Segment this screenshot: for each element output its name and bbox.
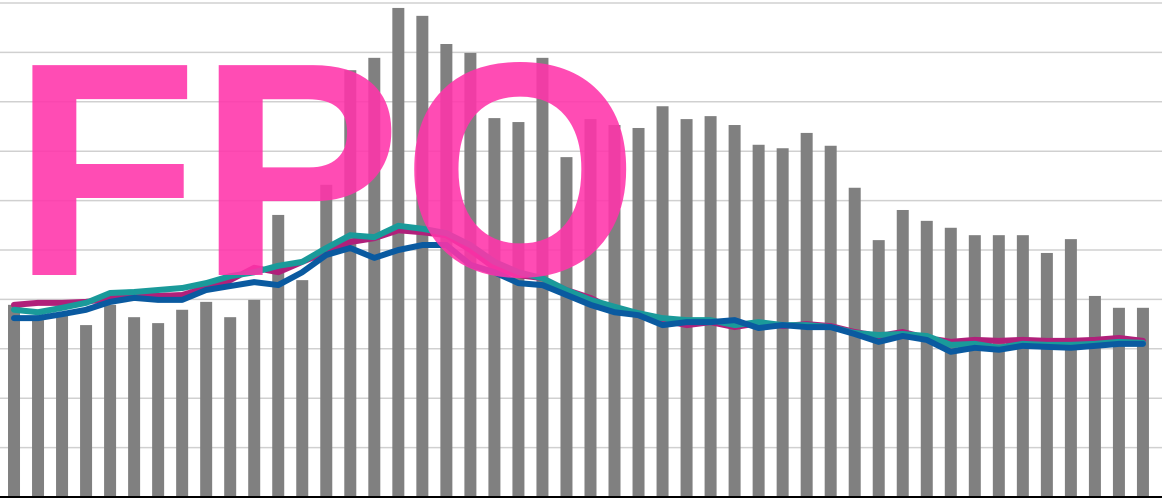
bar bbox=[968, 235, 981, 497]
bar bbox=[1088, 295, 1101, 497]
bar bbox=[704, 116, 717, 497]
bar bbox=[296, 280, 309, 497]
bar bbox=[176, 309, 189, 497]
bar bbox=[152, 323, 165, 497]
bar bbox=[1112, 307, 1125, 497]
bar bbox=[416, 15, 429, 498]
bar bbox=[1040, 252, 1053, 497]
bar bbox=[1064, 239, 1077, 497]
bar bbox=[200, 301, 213, 497]
bar bbox=[944, 227, 957, 497]
bar bbox=[1136, 307, 1149, 497]
bar bbox=[920, 220, 933, 497]
line bbox=[11, 222, 1146, 351]
bar bbox=[584, 119, 597, 497]
bar bbox=[440, 44, 453, 497]
bar bbox=[80, 325, 93, 497]
bar bbox=[1016, 235, 1029, 497]
bar bbox=[896, 209, 909, 497]
bar bbox=[32, 320, 45, 497]
bar bbox=[104, 304, 117, 497]
fpo-annotation: FPO bbox=[12, 0, 639, 340]
bar bbox=[464, 52, 477, 497]
bar bbox=[872, 240, 885, 497]
bar bbox=[248, 299, 261, 497]
bar bbox=[56, 315, 69, 497]
bar bbox=[560, 157, 573, 498]
bar bbox=[992, 235, 1005, 497]
bar bbox=[656, 106, 669, 497]
bar bbox=[320, 184, 333, 498]
bar bbox=[512, 122, 525, 497]
bar bbox=[824, 145, 837, 498]
bar bbox=[728, 125, 741, 497]
bar bbox=[368, 57, 381, 498]
bar bbox=[8, 304, 21, 497]
bar bbox=[344, 70, 357, 498]
bar bbox=[800, 132, 813, 497]
bar bbox=[848, 187, 861, 498]
bar bbox=[128, 317, 141, 497]
bar bbox=[488, 118, 501, 498]
line bbox=[11, 242, 1146, 355]
bar bbox=[224, 317, 237, 497]
bar bbox=[680, 119, 693, 497]
